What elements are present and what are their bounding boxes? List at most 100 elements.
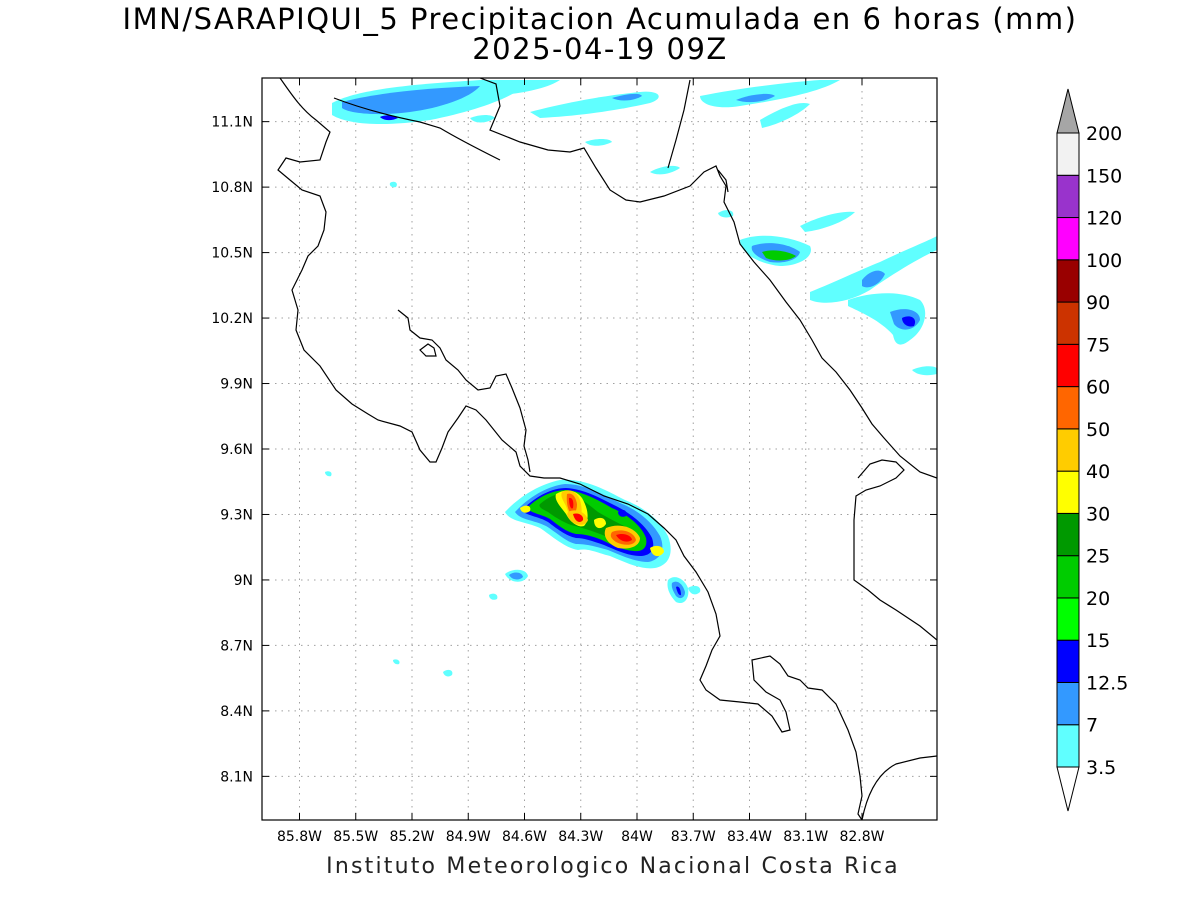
coastlines [277,78,937,820]
tick-label-lat: 9N [234,573,253,589]
precip-patch-ne [760,102,810,128]
precip-main-yellow-e [650,545,664,557]
colorbar-label: 7 [1086,715,1098,737]
colorbar-swatch [1056,512,1080,557]
colorbar-over-arrow [1056,88,1080,134]
tick-label-lat: 8.4N [220,704,253,720]
precip-south-d [489,593,498,600]
colorbar-swatch [1056,386,1080,430]
precip-band-north-east-core [736,93,775,103]
precip-south-a-core [509,572,523,580]
coastline-caribbean [479,78,937,479]
border-nicaragua-costarica [333,97,501,161]
colorbar-swatch [1056,301,1080,345]
footer-credit: Instituto Meteorologico Nacional Costa R… [326,854,900,879]
tick-label-lat: 9.6N [220,442,253,458]
tick-label-lat: 10.8N [211,180,253,196]
colorbar-label: 3.5 [1086,757,1116,779]
colorbar-label: 120 [1086,208,1122,230]
colorbar-label: 20 [1086,588,1110,610]
colorbar-label: 150 [1086,165,1122,187]
colorbar-swatch [1056,174,1080,219]
nicoya-gulf-island [419,343,437,357]
colorbar-swatch [1056,470,1080,514]
river-mouth-north [717,169,729,193]
tick-label-lat: 8.7N [220,638,253,654]
precip-band-east-lower [848,293,926,345]
tick-label-lon: 84.3W [558,829,603,845]
colorbar-swatch [1056,132,1080,176]
colorbar-label: 100 [1086,250,1122,272]
tick-label-lon: 84.9W [446,829,491,845]
precip-band-east-lower-core [902,316,916,327]
colorbar-label: 12.5 [1086,672,1128,694]
map-axes: 85.8W 85.5W 85.2W 84.9W 84.6W 84.3W 84W 83.7W 83… [211,78,937,845]
colorbar-legend: 3.5 7 12.5 15 20 25 30 40 50 60 75 90 100 120 150 200 [1056,88,1128,812]
colorbar-swatch [1056,428,1080,472]
colorbar-swatch [1056,259,1080,303]
grid-lines [262,78,937,820]
tick-label-lat: 9.9N [220,377,253,393]
colorbar-swatch [1056,343,1080,388]
colorbar-under-arrow [1056,766,1080,812]
coastline-nicoya-gulf [397,309,531,473]
tick-label-lon: 83.4W [727,829,772,845]
colorbar-label: 30 [1086,503,1110,525]
coastline-panama-south [861,755,937,820]
tick-label-lat: 11.1N [211,115,253,131]
precip-patch-b [585,139,612,146]
colorbar-label: 90 [1086,292,1110,314]
precip-south-b-core [676,586,681,596]
precip-patch-h [325,471,332,477]
tick-label-lon: 83.1W [783,829,828,845]
precip-main-blue-knot [618,509,627,517]
precip-band-north-inner [342,86,480,115]
precip-band-north-arm [480,80,560,96]
colorbar-swatch [1056,217,1080,261]
tick-label-lon: 85.8W [277,829,322,845]
precip-cell-east-core [762,250,796,261]
colorbar-swatch [1056,681,1080,726]
tick-label-lon: 82.8W [839,829,884,845]
precip-south-e [393,659,400,665]
precip-patch-c [650,165,680,175]
colorbar-label: 60 [1086,377,1110,399]
precip-south-f [443,669,453,677]
precip-main-red-a-core [569,497,574,509]
tick-label-lon: 84.6W [502,829,547,845]
colorbar-label: 200 [1086,123,1122,145]
colorbar-swatch [1056,724,1080,768]
tick-label-lat: 10.5N [211,246,253,262]
precip-band-east [810,236,937,303]
precip-patch-g [912,366,937,376]
tick-label-lat: 8.1N [220,769,253,785]
precip-band-east-mid [862,270,885,288]
map-datetime: 2025-04-19 09Z [472,32,728,66]
colorbar-swatch [1056,597,1080,641]
colorbar-swatch [1056,639,1080,683]
precip-patch-a [470,115,495,123]
precip-south-c [688,585,701,595]
precip-band-north-east [700,80,840,108]
coastline-bocas [853,459,937,641]
precip-patch-d [389,181,397,188]
tick-label-lon: 83.7W [671,829,716,845]
precip-main-yellow-c [594,517,606,529]
tick-label-lon: 85.2W [389,829,434,845]
colorbar-label: 75 [1086,334,1110,356]
tick-label-lat: 9.3N [220,507,253,523]
colorbar-label: 50 [1086,419,1110,441]
precip-patch-f [800,211,855,232]
tick-label-lat: 10.2N [211,311,253,327]
map-frame [261,77,938,821]
colorbar-label: 40 [1086,461,1110,483]
precip-band-north-patch-core [612,93,642,101]
colorbar-label: 15 [1086,630,1110,652]
colorbar-label: 25 [1086,546,1110,568]
tick-label-lon: 84W [621,829,653,845]
precip-main-west-tip [520,505,531,513]
precip-main-core-d [616,533,632,542]
border-nicaragua-costarica-east [667,79,691,169]
precip-main-red-b [573,513,584,522]
